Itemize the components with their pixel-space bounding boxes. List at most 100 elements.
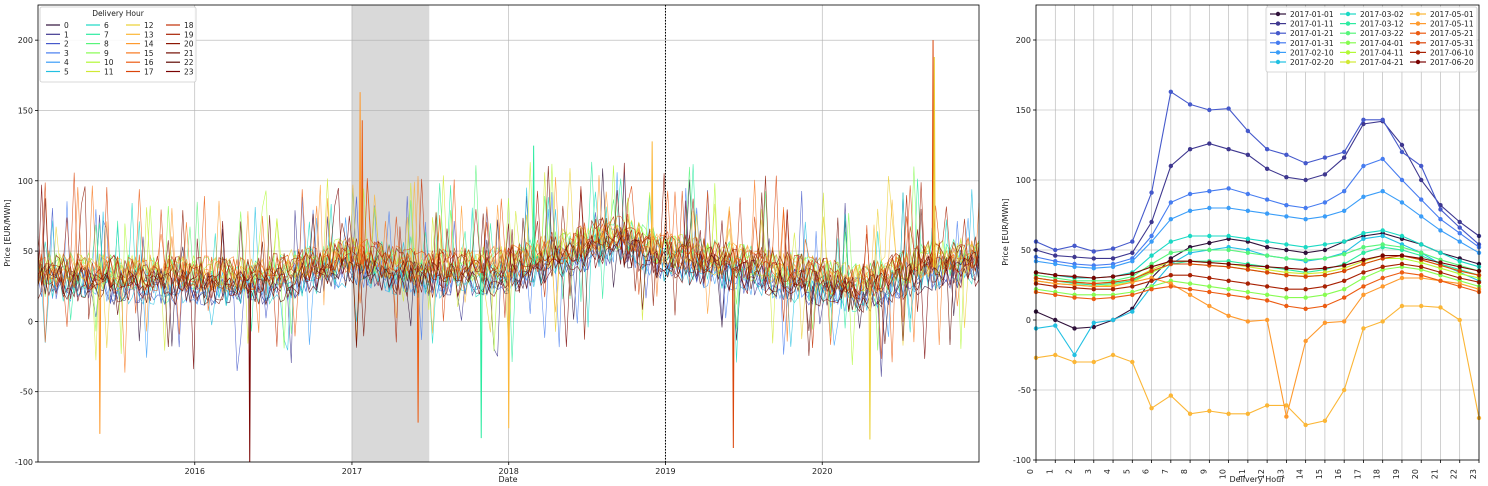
left-legend-title: Delivery Hour (92, 9, 144, 18)
profile-point (1245, 295, 1251, 300)
right-x-tick-label: 11 (1238, 469, 1247, 479)
profile-point (1380, 264, 1385, 269)
profile-point (1380, 228, 1385, 233)
left-y-tick-label: 100 (18, 177, 33, 186)
profile-point (1187, 233, 1193, 239)
profile-point (1053, 253, 1058, 258)
right-y-axis-label: Price [EUR/MWh] (1001, 198, 1010, 265)
right-x-ticks: 0 1 2 3 4 5 6 7 8 9 10 11 12 13 14 15 16 17 18 19 20 21 22 23 (1026, 460, 1480, 479)
profile-point (1341, 278, 1347, 283)
profile-line-2017-02-20 (1035, 235, 1480, 357)
right-legend-marker (1415, 59, 1421, 65)
right-legend-label: 2017-04-11 (1360, 48, 1404, 57)
profile-point (1341, 155, 1347, 160)
profile-point (1091, 249, 1096, 254)
profile-point (1457, 264, 1462, 269)
right-legend-marker (1415, 21, 1421, 26)
series-spike (532, 145, 535, 265)
series-spike (360, 120, 364, 265)
profile-point (1303, 267, 1308, 272)
profile-point (1284, 273, 1289, 278)
profile-point (1207, 107, 1212, 113)
profile-point (1303, 338, 1308, 344)
profile-line-2017-03-22 (1035, 243, 1480, 282)
right-legend-label: 2017-01-11 (1290, 20, 1334, 29)
profile-point (1226, 186, 1231, 191)
profile-point (1322, 284, 1328, 289)
profile-point (1361, 326, 1366, 331)
profile-point (1419, 163, 1424, 169)
profile-point (1245, 128, 1251, 134)
profile-point (1130, 277, 1135, 282)
profile-line-2017-01-11 (1035, 120, 1480, 259)
left-x-ticks: 2016 2017 2018 2019 2020 (185, 462, 832, 476)
profile-point (1341, 263, 1347, 268)
profile-point (1264, 264, 1270, 269)
profile-point (1361, 117, 1366, 123)
left-legend-label: 14 (144, 40, 154, 49)
profile-point (1053, 292, 1058, 297)
profile-point (1168, 250, 1174, 255)
profile-point (1303, 217, 1308, 222)
profile-point (1399, 253, 1405, 258)
profile-point (1264, 292, 1270, 297)
profile-point (1303, 422, 1308, 428)
profile-point (1438, 305, 1443, 310)
profile-point (1110, 256, 1116, 261)
profile-point (1226, 313, 1231, 318)
left-legend-label: 3 (64, 49, 69, 58)
profile-point (1149, 233, 1154, 239)
profile-line-2017-03-12 (1035, 246, 1480, 286)
profile-point (1072, 285, 1077, 290)
series-line-hour-23 (37, 162, 980, 370)
profile-point (1149, 268, 1154, 274)
profile-point (1322, 266, 1328, 271)
profile-point (1072, 295, 1077, 300)
profile-point (1264, 197, 1270, 202)
profile-point (1110, 352, 1116, 358)
profile-point (1341, 189, 1347, 194)
profile-point (1419, 177, 1424, 183)
right-y-tick-label: -50 (1018, 386, 1031, 395)
profile-point (1187, 281, 1193, 286)
profile-point (1110, 274, 1116, 279)
profile-point (1380, 189, 1385, 194)
right-x-tick-label: 2 (1065, 469, 1074, 474)
profile-point (1207, 289, 1212, 295)
series-spike (98, 280, 102, 434)
profile-point (1207, 284, 1212, 289)
left-y-ticks: -100 -50 0 50 100 150 200 (15, 36, 38, 467)
profile-point (1264, 270, 1270, 275)
profile-point (1072, 280, 1077, 285)
profile-point (1072, 274, 1077, 279)
profile-point (1322, 418, 1328, 423)
profile-point (1187, 247, 1193, 253)
profile-point (1399, 245, 1405, 250)
profile-point (1380, 319, 1385, 324)
profile-point (1457, 219, 1462, 225)
profile-point (1226, 278, 1231, 283)
profile-point (1399, 142, 1405, 148)
left-series-layer (37, 40, 980, 463)
profile-point (1438, 217, 1443, 222)
right-x-tick-label: 4 (1103, 469, 1112, 474)
profile-point (1130, 259, 1135, 264)
profile-point (1419, 242, 1424, 247)
profile-point (1149, 253, 1154, 258)
profile-point (1207, 141, 1212, 146)
profile-point (1207, 247, 1212, 253)
series-spike (731, 268, 735, 448)
profile-line-2017-01-21 (1035, 90, 1480, 252)
profile-point (1091, 320, 1096, 325)
profile-point (1341, 239, 1347, 244)
profile-point (1399, 275, 1405, 281)
left-legend-label: 19 (184, 30, 194, 39)
profile-point (1130, 292, 1135, 297)
right-legend-label: 2017-06-20 (1430, 58, 1474, 67)
profile-point (1226, 292, 1231, 297)
profile-point (1303, 295, 1308, 300)
profile-point (1187, 147, 1193, 152)
profile-point (1264, 239, 1270, 244)
profile-point (1207, 240, 1212, 246)
